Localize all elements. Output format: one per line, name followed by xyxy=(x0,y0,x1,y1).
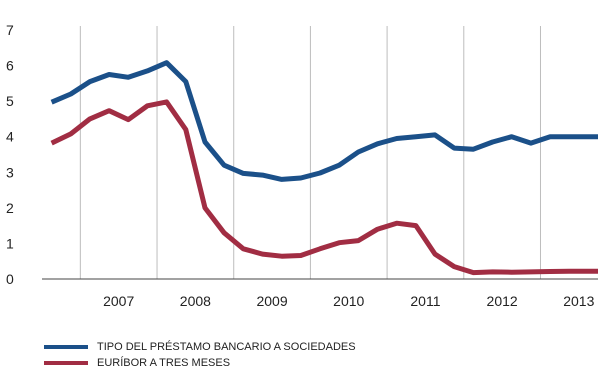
y-axis-tick-labels: 0 1 2 3 4 5 6 7 xyxy=(6,22,14,287)
x-tick-label: 2009 xyxy=(256,293,287,309)
x-tick-label: 2013 xyxy=(563,293,594,309)
y-tick-label: 7 xyxy=(6,22,14,38)
legend-item-euribor: EURÍBOR A TRES MESES xyxy=(44,355,356,371)
series-line-loan-rate xyxy=(50,60,598,182)
vertical-gridlines xyxy=(79,26,541,279)
x-tick-label: 2008 xyxy=(180,293,211,309)
y-tick-label: 6 xyxy=(6,58,14,74)
y-tick-label: 4 xyxy=(6,129,14,145)
x-axis-tick-labels: 2007 2008 2009 2010 2011 2012 2013 xyxy=(103,293,594,309)
y-tick-label: 3 xyxy=(6,164,14,180)
x-tick-label: 2012 xyxy=(487,293,518,309)
series-lines xyxy=(50,60,598,276)
y-tick-label: 2 xyxy=(6,200,14,216)
x-tick-label: 2011 xyxy=(410,293,440,309)
y-tick-label: 5 xyxy=(6,93,14,109)
legend-label-loan-rate: TIPO DEL PRÉSTAMO BANCARIO A SOCIEDADES xyxy=(97,341,356,353)
legend-swatch-euribor xyxy=(44,361,88,365)
y-tick-label: 0 xyxy=(6,271,14,287)
legend-item-loan-rate: TIPO DEL PRÉSTAMO BANCARIO A SOCIEDADES xyxy=(44,339,356,355)
series-line-euribor xyxy=(50,99,598,276)
x-tick-label: 2007 xyxy=(103,293,134,309)
line-chart: 0 1 2 3 4 5 6 7 2007 2008 2009 2010 2011 2012 2013 xyxy=(6,22,598,309)
y-tick-label: 1 xyxy=(6,235,14,251)
legend-swatch-loan-rate xyxy=(44,345,88,349)
x-tick-label: 2010 xyxy=(333,293,364,309)
legend-label-euribor: EURÍBOR A TRES MESES xyxy=(97,357,231,369)
legend: TIPO DEL PRÉSTAMO BANCARIO A SOCIEDADES … xyxy=(44,339,356,371)
